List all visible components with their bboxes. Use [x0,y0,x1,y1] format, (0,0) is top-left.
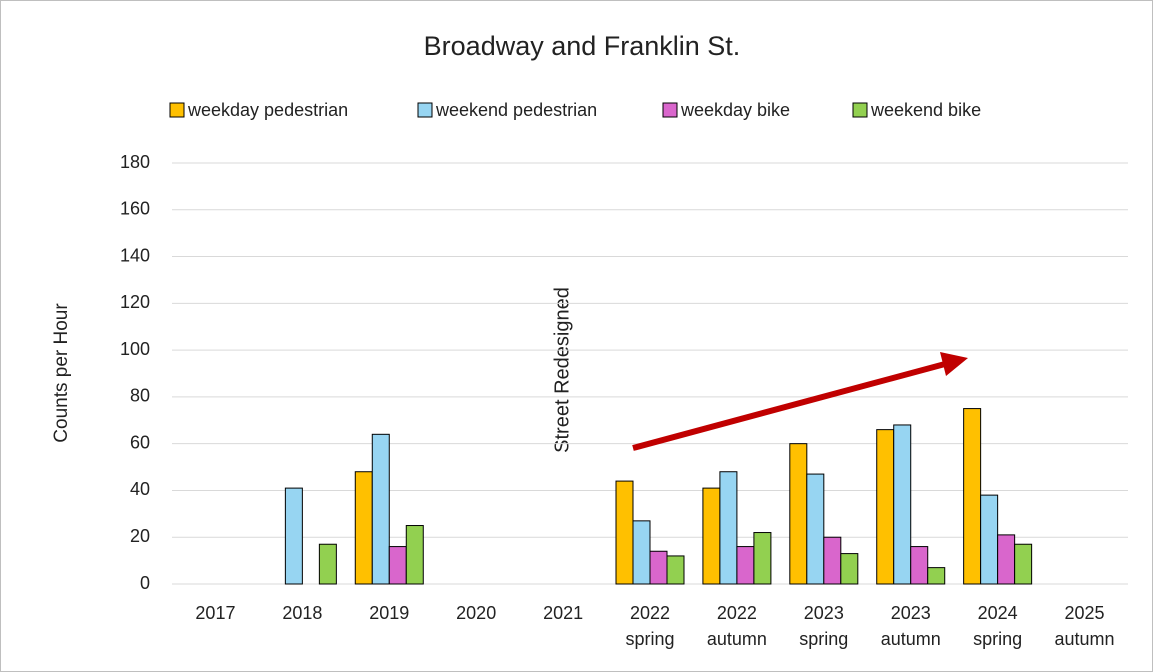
arrow-shaft [632,361,946,451]
legend-swatch [417,102,433,118]
plot-area: 0 20 40 60 80 100 120 140 160 180 weekday pedestri… [120,100,1128,649]
y-tick-label: 120 [120,292,150,312]
trend-arrow [632,352,968,451]
bar [405,525,424,585]
bar [632,520,651,585]
bar [876,429,895,585]
x-tick-label: 2024 spring [973,603,1022,649]
y-tick-label: 180 [120,152,150,172]
bar [702,487,721,585]
bar [823,536,842,585]
bar [1014,543,1033,585]
x-tick-label: 2022 autumn [707,603,767,649]
bar [649,550,668,585]
bar [318,543,337,585]
bar [284,487,303,585]
chart-title: Broadway and Franklin St. [424,31,741,61]
x-tick-label: 2017 [195,603,235,623]
legend-label: weekday bike [680,100,790,120]
x-tick-label: 2018 [282,603,322,623]
y-tick-label: 60 [130,432,150,452]
x-tick-label: 2025 autumn [1055,603,1115,649]
y-tick-label: 140 [120,245,150,265]
y-axis-label: Counts per Hour [51,303,72,443]
y-tick-label: 40 [130,479,150,499]
legend-label: weekend bike [870,100,981,120]
x-tick-label: 2020 [456,603,496,623]
bar [910,546,929,585]
bar [615,480,634,585]
bar [963,408,982,585]
bar [980,494,999,585]
legend-swatch [169,102,185,118]
x-tick-label: 2023 spring [799,603,848,649]
bar [371,433,390,585]
bar [719,471,738,585]
bar [354,471,373,585]
bar [388,546,407,585]
arrow-head [940,352,968,376]
bar [666,555,685,585]
y-tick-label: 160 [120,199,150,219]
legend-label: weekday pedestrian [187,100,348,120]
y-tick-label: 0 [140,573,150,593]
legend-swatch [662,102,678,118]
bar [806,473,825,585]
y-tick-label: 100 [120,339,150,359]
y-tick-label: 20 [130,526,150,546]
bar [893,424,912,585]
annotation: Street Redesigned [551,287,573,453]
legend-swatch [852,102,868,118]
bar [736,546,755,585]
legend-label: weekend pedestrian [435,100,597,120]
x-tick-label: 2021 [543,603,583,623]
x-tick-label: 2023 autumn [881,603,941,649]
x-tick-label: 2022 spring [625,603,674,649]
bar [753,532,772,585]
bar [840,553,859,585]
x-tick-label: 2019 [369,603,409,623]
bar [997,534,1016,585]
y-tick-label: 80 [130,386,150,406]
bar [789,443,808,585]
bar [927,567,946,585]
